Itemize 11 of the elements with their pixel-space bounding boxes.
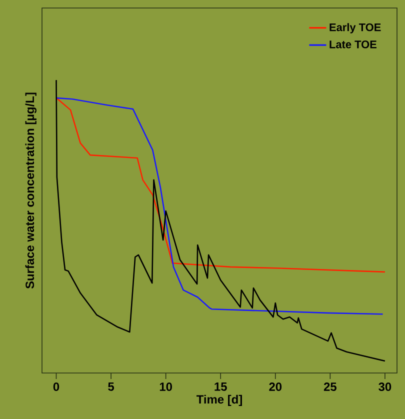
legend-label: Late TOE <box>330 40 376 48</box>
x-tick-label: 25 <box>324 382 336 391</box>
x-tick-label: 5 <box>108 382 114 391</box>
x-tick-label: 30 <box>378 382 392 392</box>
x-tick-label: 15 <box>214 382 227 391</box>
legend-label: Early TOE <box>330 23 381 34</box>
x-axis-title: Time [d] <box>196 394 242 406</box>
x-tick-label: 10 <box>160 382 172 391</box>
y-axis-title: Surface water concentration [µg/L] <box>25 92 36 289</box>
x-tick-label: 20 <box>269 382 282 391</box>
x-tick-label: 0 <box>53 382 60 391</box>
